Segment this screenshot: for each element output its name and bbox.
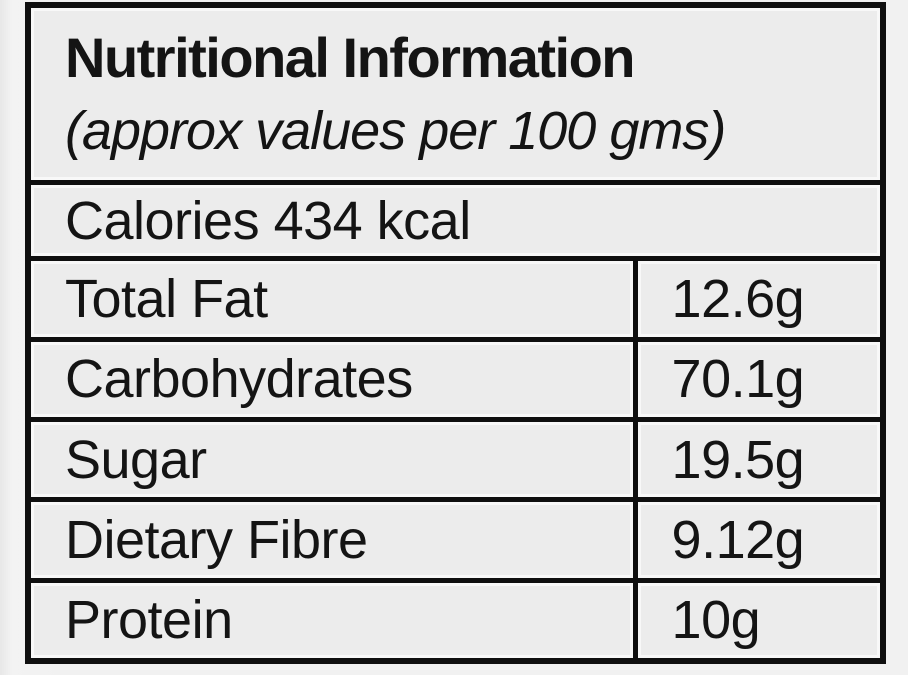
table-row-protein: Protein 10g: [25, 577, 886, 664]
calories-cell: Calories 434 kcal: [25, 179, 886, 262]
nutrient-value-cell: 70.1g: [632, 336, 886, 422]
nutrient-label: Total Fat: [65, 268, 268, 329]
nutrient-value-cell: 9.12g: [632, 497, 886, 583]
nutrient-value: 10g: [671, 590, 761, 651]
table-row-dietary-fibre: Dietary Fibre 9.12g: [25, 497, 886, 583]
nutrient-value-cell: 12.6g: [632, 256, 886, 342]
nutrition-table: Nutritional Information (approx values p…: [25, 2, 886, 664]
table-row-header: Nutritional Information (approx values p…: [25, 2, 886, 185]
table-row-sugar: Sugar 19.5g: [25, 416, 886, 503]
nutrient-label-cell: Dietary Fibre: [25, 497, 638, 583]
nutrient-label-cell: Carbohydrates: [25, 336, 638, 422]
nutrient-label-cell: Total Fat: [25, 256, 638, 342]
nutrient-value: 9.12g: [671, 509, 805, 570]
table-subtitle: (approx values per 100 gms): [65, 100, 726, 161]
nutrient-label-cell: Sugar: [25, 416, 638, 503]
nutrient-value: 70.1g: [671, 349, 805, 410]
nutrient-value-cell: 10g: [632, 577, 886, 664]
nutrient-label: Sugar: [65, 429, 207, 490]
nutrient-value: 12.6g: [671, 268, 805, 329]
nutrient-label: Carbohydrates: [65, 349, 413, 410]
nutrient-label: Protein: [65, 590, 233, 651]
nutrient-label: Dietary Fibre: [65, 509, 368, 570]
table-title: Nutritional Information: [65, 26, 636, 90]
table-row-calories: Calories 434 kcal: [25, 179, 886, 262]
table-row-carbohydrates: Carbohydrates 70.1g: [25, 336, 886, 422]
nutrient-value-cell: 19.5g: [632, 416, 886, 503]
header-cell: Nutritional Information (approx values p…: [25, 2, 886, 185]
table-row-total-fat: Total Fat 12.6g: [25, 256, 886, 342]
calories-text: Calories 434 kcal: [65, 190, 471, 251]
nutrient-value: 19.5g: [671, 429, 805, 490]
nutrient-label-cell: Protein: [25, 577, 638, 664]
